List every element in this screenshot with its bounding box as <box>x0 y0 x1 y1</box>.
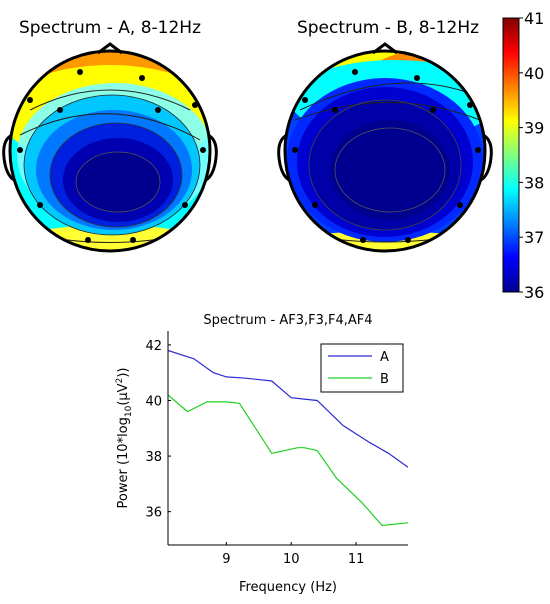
head-outline-a <box>8 49 212 253</box>
right-ear-a <box>205 133 218 182</box>
legend-box <box>320 343 404 393</box>
legend: A B <box>320 343 404 393</box>
plot-series <box>168 349 408 527</box>
y-ticks: 36 38 40 42 <box>145 339 171 521</box>
topomap-a: Spectrum - A, 8-12Hz <box>2 18 218 253</box>
y-tick-label: 40 <box>145 394 162 409</box>
colorbar-tick-label: 39 <box>524 119 544 138</box>
colorbar-tick-label: 40 <box>524 64 544 83</box>
colorbar: 36 37 38 39 40 41 <box>502 9 544 302</box>
y-axis-label: Power (10*log10(μV2)) <box>115 368 134 509</box>
topomap-b-field <box>285 51 485 251</box>
x-axis-label: Frequency (Hz) <box>239 580 337 595</box>
electrodes-b <box>292 69 481 243</box>
y-tick-label: 36 <box>145 506 162 521</box>
x-tick-label: 10 <box>283 552 300 567</box>
series-line-a <box>168 349 408 468</box>
line-chart-title: Spectrum - AF3,F3,F4,AF4 <box>203 313 372 328</box>
colorbar-ticks: 36 37 38 39 40 41 <box>519 9 544 302</box>
nose-a <box>97 42 123 55</box>
topomap-b: Spectrum - B, 8-12Hz <box>277 18 493 253</box>
legend-label-b: B <box>380 372 389 387</box>
x-tick-label: 11 <box>348 552 365 567</box>
colorbar-tick-label: 37 <box>524 228 544 247</box>
colorbar-tick-label: 41 <box>524 9 544 28</box>
nose-b <box>372 42 398 55</box>
left-ear-b <box>277 133 290 182</box>
colorbar-tick-label: 38 <box>524 173 544 192</box>
colorbar-gradient <box>502 17 520 293</box>
x-ticks: 9 10 11 <box>222 542 364 567</box>
y-tick-label: 42 <box>145 339 162 354</box>
topomap-a-title: Spectrum - A, 8-12Hz <box>19 18 201 38</box>
topomap-b-title: Spectrum - B, 8-12Hz <box>297 18 479 38</box>
series-line-b <box>168 394 408 527</box>
electrodes-a <box>17 69 206 243</box>
colorbar-tick-label: 36 <box>524 283 544 302</box>
legend-label-a: A <box>380 350 389 365</box>
left-ear-a <box>2 133 15 182</box>
right-ear-b <box>480 133 493 182</box>
y-tick-label: 38 <box>145 450 162 465</box>
line-chart: Spectrum - AF3,F3,F4,AF4 9 10 11 36384042 … <box>115 313 408 595</box>
x-tick-label: 9 <box>222 552 230 567</box>
head-outline-b <box>283 49 487 253</box>
